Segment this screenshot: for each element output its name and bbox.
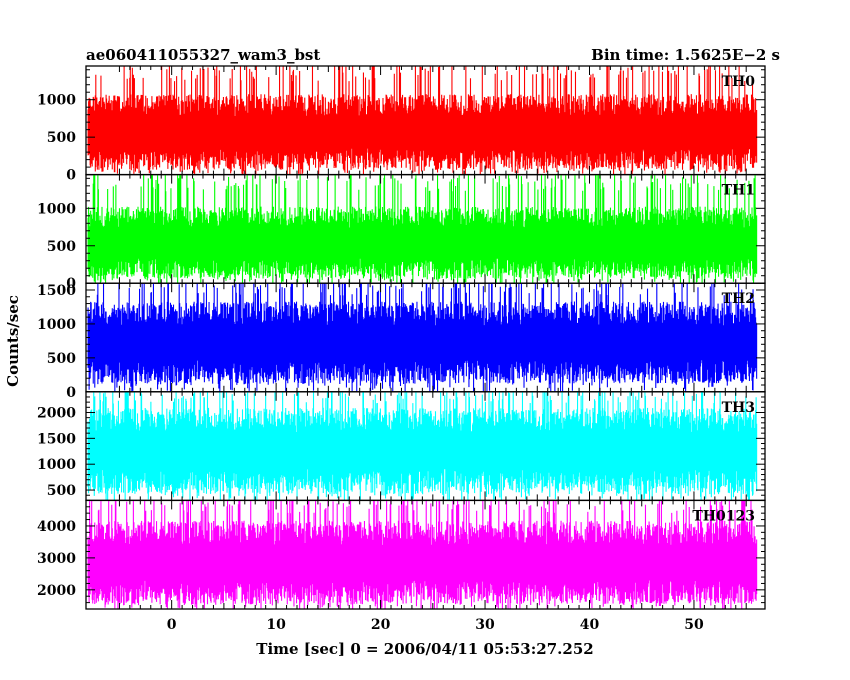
x-tick-label: 20 [371, 617, 391, 633]
y-tick-label: 1000 [37, 201, 76, 217]
panels-group: 05001000TH005001000TH1050010001500TH2500… [37, 65, 766, 633]
bin-time-label: Bin time: 1.5625E−2 s [591, 46, 780, 64]
y-tick-label: 1500 [37, 283, 76, 299]
y-tick-label: 2000 [37, 583, 76, 599]
chart-title: ae060411055327_wam3_bst [86, 46, 320, 64]
y-tick-label: 3000 [37, 551, 76, 567]
y-axis-label: Counts/sec [4, 295, 22, 387]
y-tick-label: 0 [66, 276, 76, 292]
y-tick-label: 4000 [37, 519, 76, 535]
y-tick-label: 1500 [37, 431, 76, 447]
y-tick-label: 0 [66, 385, 76, 401]
x-tick-label: 0 [167, 617, 177, 633]
y-tick-label: 500 [47, 130, 76, 146]
panel-frame [85, 499, 766, 610]
y-tick-label: 1000 [37, 317, 76, 333]
series-th2 [87, 283, 758, 392]
panel-label-th0123: TH0123 [692, 508, 755, 524]
x-tick-label: 40 [580, 617, 600, 633]
y-tick-label: 500 [47, 351, 76, 367]
series-th3 [87, 391, 758, 501]
x-axis-label: Time [sec] 0 = 2006/04/11 05:53:27.252 [256, 640, 593, 658]
x-tick-label: 10 [266, 617, 286, 633]
x-tick-label: 30 [475, 617, 495, 633]
y-tick-label: 1000 [37, 93, 76, 109]
panel-label-th3: TH3 [722, 400, 755, 416]
y-tick-label: 500 [47, 483, 76, 499]
series-th0 [87, 66, 758, 175]
y-tick-label: 2000 [37, 405, 76, 421]
x-tick-label: 50 [684, 617, 704, 633]
series-th1 [87, 174, 758, 284]
series-th0123 [87, 500, 758, 609]
y-tick-label: 1000 [37, 457, 76, 473]
panel-label-th1: TH1 [722, 183, 755, 199]
panel-label-th2: TH2 [722, 291, 755, 307]
y-tick-label: 500 [47, 239, 76, 255]
panel-label-th0: TH0 [722, 74, 756, 90]
y-tick-label: 0 [66, 168, 76, 184]
